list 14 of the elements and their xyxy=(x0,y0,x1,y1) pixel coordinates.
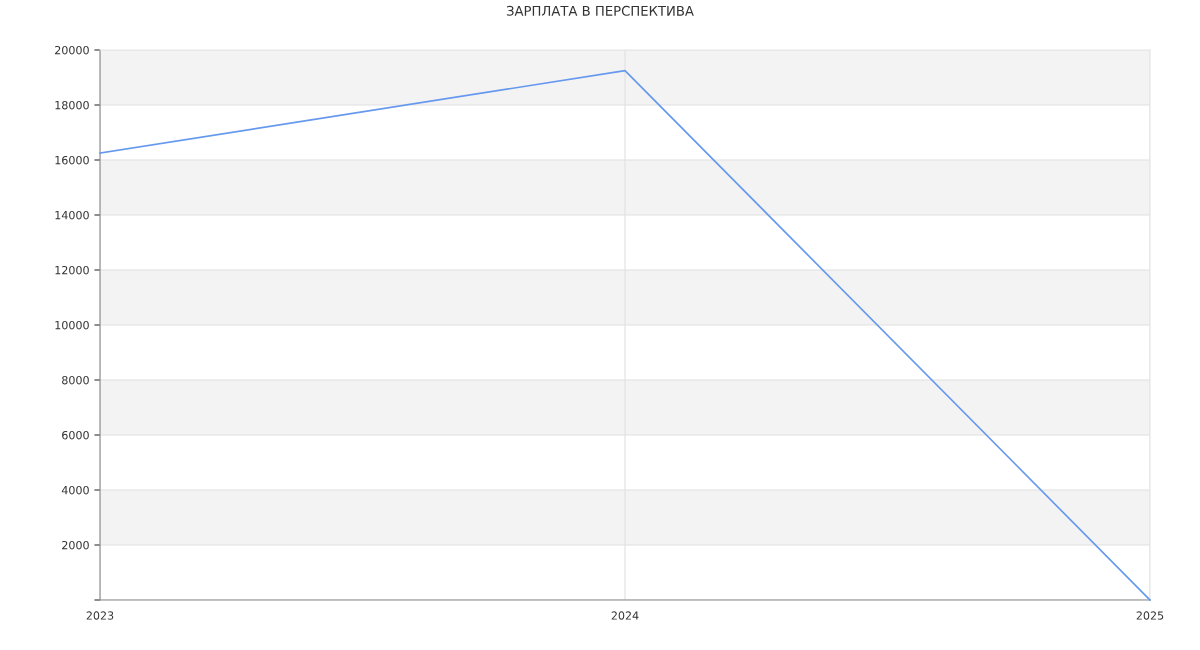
x-tick-label: 2023 xyxy=(86,611,114,620)
chart-title: ЗАРПЛАТА В ПЕРСПЕКТИВА xyxy=(506,5,694,16)
y-tick-label: 8000 xyxy=(62,375,89,385)
y-tick-label: 6000 xyxy=(62,430,89,440)
y-tick-label: 14000 xyxy=(55,210,89,220)
y-tick-label: 4000 xyxy=(61,485,89,495)
y-tick-label: 16000 xyxy=(55,155,89,165)
y-tick-label: 2000 xyxy=(62,540,89,550)
x-tick-label: 2024 xyxy=(611,611,639,620)
y-tick-label: 20000 xyxy=(55,45,89,55)
y-tick-label: 12000 xyxy=(55,265,89,275)
x-tick-label: 2025 xyxy=(1136,611,1164,620)
y-tick-label: 18000 xyxy=(55,100,89,110)
y-tick-label: 10000 xyxy=(55,320,89,330)
